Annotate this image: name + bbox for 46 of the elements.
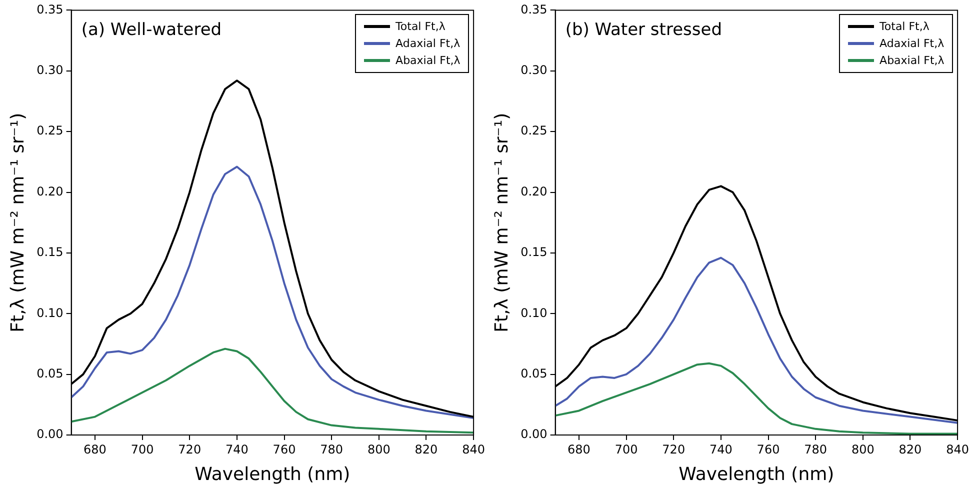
x-tick-label: 760	[756, 442, 780, 456]
annotation: (b) Water stressed	[565, 20, 722, 40]
y-tick-label: 0.20	[36, 184, 64, 198]
y-tick-label: 0.30	[520, 63, 548, 78]
y-tick-label: 0.05	[36, 366, 64, 380]
x-tick-label: 740	[709, 442, 732, 456]
x-axis-title: Wavelength (nm)	[678, 464, 834, 485]
x-tick-label: 780	[320, 442, 344, 456]
x-tick-label: 820	[898, 442, 922, 456]
legend-label: Adaxial Ft,λ	[396, 36, 460, 52]
y-axis-title: Ft,λ (mW m⁻² nm⁻¹ sr⁻¹)	[491, 112, 512, 332]
x-tick-label: 840	[462, 442, 485, 456]
legend-label: Adaxial Ft,λ	[880, 36, 944, 52]
y-tick-label: 0.30	[36, 63, 64, 78]
y-tick-label: 0.15	[36, 245, 64, 260]
x-tick-label: 680	[84, 442, 106, 456]
x-tick-label: 700	[130, 442, 154, 456]
x-tick-label: 800	[367, 442, 390, 456]
y-tick-label: 0.10	[36, 306, 64, 320]
x-tick-label: 840	[946, 442, 969, 456]
y-tick-label: 0.00	[520, 427, 548, 442]
y-tick-label: 0.20	[520, 184, 548, 198]
legend-label: Abaxial Ft,λ	[880, 53, 944, 70]
legend-label: Abaxial Ft,λ	[396, 53, 460, 70]
x-tick-label: 680	[568, 442, 590, 456]
x-tick-label: 780	[804, 442, 828, 456]
annotation: (a) Well-watered	[81, 20, 222, 40]
y-tick-label: 0.05	[520, 366, 548, 380]
y-axis-title: Ft,λ (mW m⁻² nm⁻¹ sr⁻¹)	[7, 112, 28, 332]
y-tick-label: 0.10	[520, 306, 548, 320]
x-tick-label: 720	[662, 442, 686, 456]
x-tick-label: 740	[225, 442, 248, 456]
y-tick-label: 0.00	[36, 427, 64, 442]
y-tick-label: 0.15	[520, 245, 548, 260]
x-tick-label: 760	[272, 442, 296, 456]
legend-label: Total Ft,λ	[880, 19, 930, 36]
y-tick-label: 0.25	[36, 124, 64, 138]
y-tick-label: 0.35	[520, 2, 548, 16]
y-tick-label: 0.25	[520, 124, 548, 138]
x-tick-label: 800	[851, 442, 874, 456]
y-tick-label: 0.35	[36, 2, 64, 16]
x-tick-label: 820	[414, 442, 438, 456]
x-tick-label: 720	[178, 442, 202, 456]
x-tick-label: 700	[614, 442, 638, 456]
legend-label: Total Ft,λ	[396, 19, 446, 36]
x-axis-title: Wavelength (nm)	[194, 464, 350, 485]
